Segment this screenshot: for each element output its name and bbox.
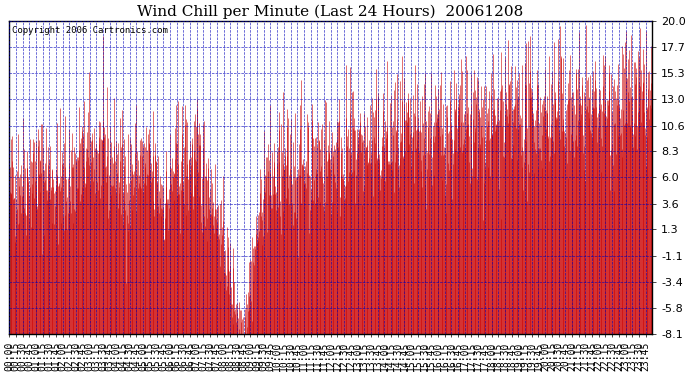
Text: Copyright 2006 Cartronics.com: Copyright 2006 Cartronics.com — [12, 26, 168, 35]
Title: Wind Chill per Minute (Last 24 Hours)  20061208: Wind Chill per Minute (Last 24 Hours) 20… — [137, 4, 524, 18]
